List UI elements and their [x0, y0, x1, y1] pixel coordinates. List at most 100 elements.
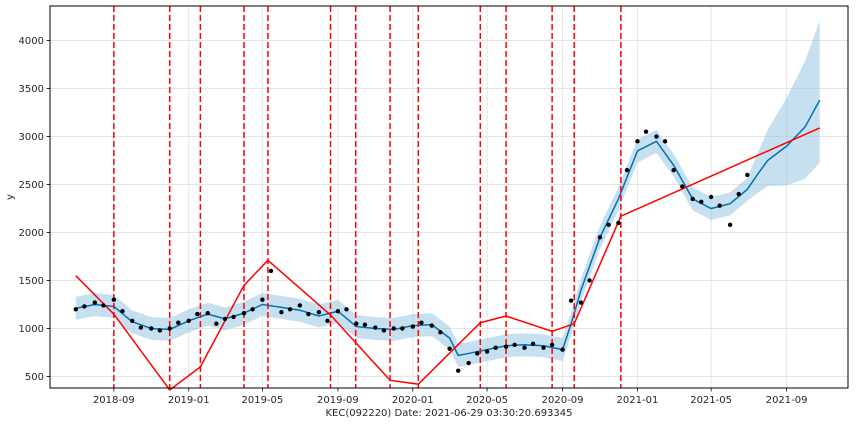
observed-point [268, 268, 274, 274]
observed-point [400, 326, 405, 331]
y-tick-label: 2500 [19, 180, 44, 191]
observed-point [214, 321, 219, 326]
observed-point [466, 360, 471, 366]
observed-point [736, 191, 741, 197]
observed-point [699, 199, 704, 204]
y-tick-label: 4000 [19, 36, 44, 47]
observed-point [541, 345, 546, 350]
y-tick-label: 3000 [19, 132, 44, 143]
observed-point [512, 342, 517, 348]
observed-point [438, 330, 443, 335]
observed-point [241, 310, 247, 316]
uncertainty-band [75, 20, 820, 367]
observed-point [195, 311, 200, 317]
observed-point [335, 309, 341, 314]
observed-point [493, 345, 498, 350]
observed-point [671, 167, 676, 173]
observed-point [727, 222, 733, 228]
observed-point [279, 309, 284, 315]
x-tick-label: 2019-01 [168, 395, 210, 406]
observed-point [606, 222, 611, 228]
x-tick-label: 2021-05 [690, 395, 732, 406]
x-tick-label: 2020-01 [392, 395, 434, 406]
y-tick-label: 500 [25, 372, 44, 383]
observed-point [82, 304, 87, 309]
x-axis-label: KEC(092220) Date: 2021-06-29 03:30:20.69… [325, 408, 572, 419]
observed-point [231, 314, 236, 320]
y-tick-label: 1500 [19, 276, 44, 287]
x-tick-label: 2021-09 [766, 395, 808, 406]
forecast-line [75, 99, 821, 357]
observed-point [708, 194, 714, 200]
observed-point [503, 344, 509, 349]
observed-point [157, 328, 163, 333]
x-tick-label: 2019-05 [241, 395, 283, 406]
observed-point [92, 300, 98, 305]
observed-point [522, 345, 527, 350]
observed-point [587, 278, 592, 283]
observed-point [680, 184, 685, 189]
observed-point [354, 321, 359, 326]
x-tick-label: 2020-05 [466, 395, 508, 406]
observed-point [616, 220, 621, 226]
y-tick-label: 2000 [19, 228, 44, 239]
forecast-series [75, 99, 821, 357]
observed-point [316, 309, 322, 315]
observed-point [410, 324, 415, 329]
observed-point [149, 326, 154, 331]
plot-frame [49, 5, 849, 389]
observed-point [391, 326, 396, 331]
observed-point [745, 172, 750, 178]
observed-point [167, 326, 172, 331]
observed-point [484, 349, 490, 354]
observed-point [560, 347, 565, 352]
observed-point [373, 325, 378, 330]
y-tick-label: 1000 [19, 324, 44, 335]
observed-point [138, 325, 144, 330]
observed-points [73, 129, 750, 373]
observed-point [643, 129, 649, 134]
observed-point [662, 139, 668, 144]
observed-point [250, 307, 255, 312]
observed-point [297, 303, 303, 308]
observed-point [222, 316, 228, 322]
observed-point [306, 311, 311, 317]
observed-point [635, 139, 640, 144]
observed-point [381, 328, 387, 333]
observed-point [344, 307, 349, 312]
observed-point [597, 235, 603, 240]
observed-point [101, 303, 106, 308]
x-tick-label: 2018-09 [93, 395, 135, 406]
observed-point [111, 297, 117, 302]
x-tick-label: 2021-01 [617, 395, 659, 406]
observed-point [654, 134, 659, 139]
observed-point [549, 342, 555, 348]
observed-point [690, 196, 695, 202]
observed-point [456, 368, 461, 373]
x-tick-label: 2020-09 [542, 395, 584, 406]
observed-point [205, 310, 210, 316]
observed-point [176, 320, 181, 325]
observed-point [186, 318, 191, 324]
observed-point [475, 351, 480, 356]
observed-point [530, 341, 536, 347]
observed-point [624, 167, 630, 173]
observed-point [419, 320, 424, 325]
observed-point [325, 318, 330, 324]
observed-point [447, 346, 452, 351]
observed-point [568, 298, 574, 303]
y-axis-label: y [5, 194, 16, 200]
observed-point [73, 307, 78, 312]
grid-lines [50, 6, 848, 388]
observed-point [120, 309, 125, 314]
observed-point [362, 322, 368, 327]
y-tick-label: 3500 [19, 84, 44, 95]
x-axis-ticks: 2018-09 2019-01 2019-05 2019-09 2020-01 2020-… [93, 388, 808, 406]
x-tick-label: 2019-09 [317, 395, 359, 406]
observed-point [287, 307, 293, 312]
observed-point [260, 297, 265, 302]
uncertainty-area [75, 20, 820, 367]
observed-point [130, 318, 135, 324]
